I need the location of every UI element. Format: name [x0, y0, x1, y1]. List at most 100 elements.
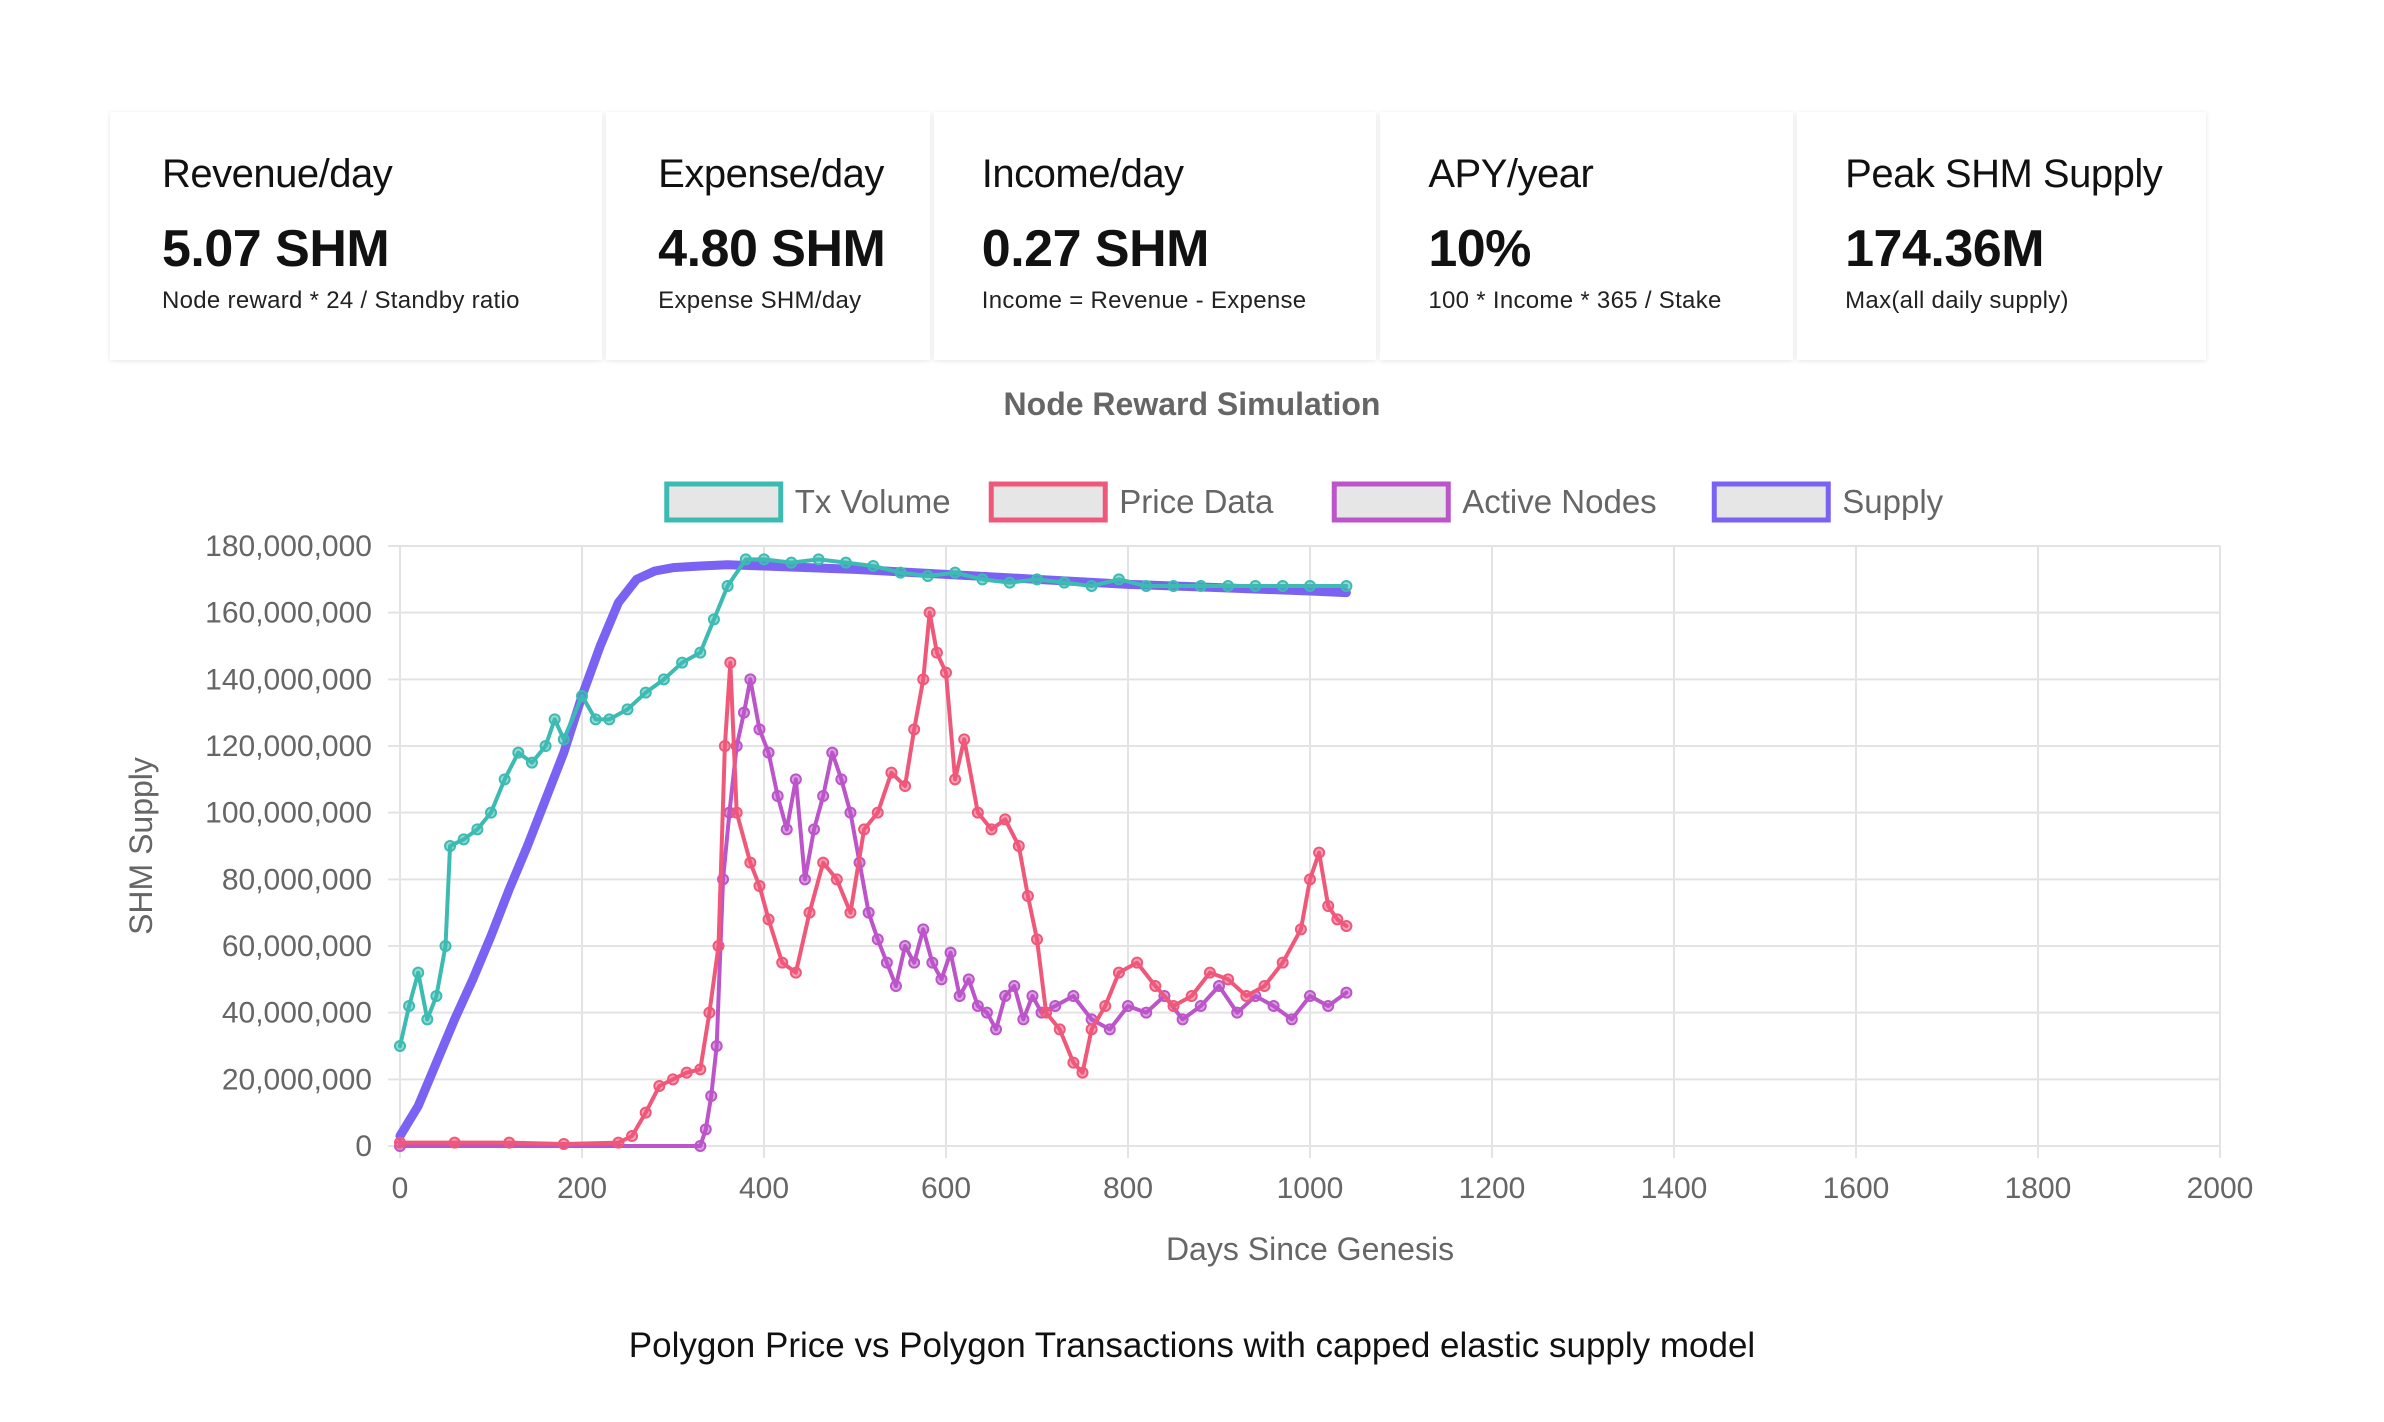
data-point — [1049, 1000, 1062, 1012]
y-tick-label: 180,000,000 — [205, 530, 372, 563]
data-point — [1322, 900, 1335, 912]
data-point — [1322, 1000, 1335, 1012]
card-expense: Expense/day 4.80 SHM Expense SHM/day — [606, 112, 930, 360]
data-point — [908, 956, 921, 969]
card-value: 4.80 SHM — [658, 220, 886, 278]
data-point — [548, 713, 561, 726]
data-point — [958, 733, 971, 746]
data-point — [412, 966, 425, 979]
data-point — [676, 656, 689, 669]
data-point — [999, 813, 1012, 826]
series — [394, 553, 1353, 1152]
data-point — [1194, 1000, 1207, 1012]
data-point — [621, 703, 634, 716]
x-tick-label: 400 — [739, 1172, 789, 1205]
y-tick-label: 160,000,000 — [205, 597, 372, 630]
data-point — [940, 666, 952, 679]
legend-label: Price Data — [1119, 483, 1274, 520]
data-point — [917, 673, 930, 686]
data-point — [908, 723, 921, 736]
data-point — [808, 823, 821, 836]
data-point — [758, 553, 770, 566]
series-supply — [395, 560, 1351, 1141]
data-point — [871, 933, 884, 946]
legend-swatch — [1331, 481, 1451, 523]
data-point — [1008, 980, 1021, 992]
data-point — [867, 560, 880, 572]
x-tick-label: 0 — [392, 1172, 409, 1205]
data-point — [1294, 923, 1307, 936]
series-tx-volume — [394, 553, 1353, 1052]
data-point — [394, 1136, 406, 1149]
data-point — [1340, 986, 1353, 999]
data-point — [576, 690, 588, 702]
data-point — [718, 740, 731, 752]
data-point — [539, 740, 552, 752]
y-tick-label: 60,000,000 — [222, 930, 372, 963]
data-point — [762, 913, 775, 926]
data-point — [935, 973, 948, 986]
data-point — [1149, 980, 1162, 992]
data-point — [1058, 576, 1071, 589]
data-point — [471, 823, 484, 836]
data-point — [980, 1006, 993, 1019]
data-point — [448, 1136, 461, 1149]
data-point — [1304, 990, 1316, 1002]
data-point — [657, 673, 670, 686]
data-point — [1185, 990, 1198, 1002]
data-point — [839, 556, 852, 569]
card-value: 0.27 SHM — [981, 220, 1210, 278]
data-point — [949, 773, 962, 786]
y-tick-label: 20,000,000 — [222, 1063, 372, 1096]
x-tick-label: 1800 — [2005, 1172, 2072, 1205]
data-point — [789, 773, 802, 786]
figure-caption: Polygon Price vs Polygon Transactions wi… — [628, 1326, 1756, 1365]
x-tick-label: 1000 — [1277, 1172, 1344, 1205]
data-point — [1340, 920, 1353, 932]
data-point — [1112, 966, 1125, 979]
data-point — [985, 823, 998, 836]
data-point — [1176, 1013, 1189, 1026]
x-axis-label: Days Since Genesis — [1166, 1231, 1454, 1267]
data-point — [835, 773, 848, 786]
data-point — [889, 980, 902, 992]
y-tick-label: 80,000,000 — [222, 863, 372, 896]
data-point — [712, 940, 725, 952]
data-point — [653, 1080, 666, 1092]
data-point — [976, 573, 989, 586]
x-tick-label: 1400 — [1641, 1172, 1708, 1205]
data-point — [557, 1138, 570, 1150]
data-point — [899, 780, 912, 792]
data-point — [780, 823, 793, 836]
x-tick-label: 600 — [921, 1172, 971, 1205]
data-point — [1304, 873, 1316, 886]
legend-label: Active Nodes — [1462, 483, 1656, 520]
data-point — [944, 946, 957, 959]
series-price-data — [394, 606, 1353, 1150]
data-point — [1276, 956, 1289, 969]
data-point — [812, 553, 825, 566]
data-point — [1140, 1006, 1153, 1019]
card-label: Income/day — [981, 152, 1184, 196]
card-label: Peak SHM Supply — [1845, 152, 2163, 196]
data-point — [894, 566, 907, 579]
y-tick-label: 100,000,000 — [205, 797, 372, 830]
card-subtext: 100 * Income * 365 / Stake — [1428, 287, 1722, 314]
data-point — [1067, 990, 1080, 1002]
data-point — [525, 756, 538, 769]
data-point — [724, 656, 737, 669]
data-point — [1131, 956, 1144, 969]
x-tick-label: 1600 — [1823, 1172, 1890, 1205]
data-point — [1194, 580, 1207, 592]
card-subtext: Max(all daily supply) — [1845, 287, 2069, 314]
legend-label: Supply — [1842, 483, 1943, 520]
card-subtext: Node reward * 24 / Standby ratio — [162, 287, 520, 314]
card-label: APY/year — [1428, 152, 1594, 196]
legend-label: Tx Volume — [795, 483, 951, 520]
data-point — [421, 1013, 434, 1026]
data-point — [705, 1090, 718, 1102]
data-point — [430, 990, 443, 1002]
data-point — [737, 706, 750, 719]
data-point — [1240, 990, 1253, 1002]
